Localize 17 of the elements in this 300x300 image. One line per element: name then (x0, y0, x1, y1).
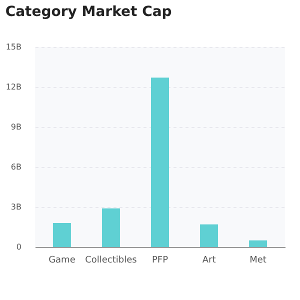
x-tick-label: Game (48, 256, 76, 266)
y-tick-label: 0 (16, 242, 22, 252)
x-tick-label: Met (250, 256, 267, 266)
bar (52, 223, 71, 247)
x-tick-label: Collectibles (85, 256, 138, 266)
y-tick-label: 15B (6, 42, 22, 52)
y-tick-label: 6B (10, 162, 22, 172)
y-tick-label: 12B (6, 82, 22, 92)
x-tick-label: Art (202, 256, 216, 266)
chart-title: Category Market Cap (5, 4, 172, 20)
bar (151, 78, 169, 247)
bar (249, 240, 268, 247)
y-tick-label: 3B (10, 202, 22, 212)
bar (200, 224, 218, 247)
bar (102, 208, 120, 247)
x-tick-label: PFP (152, 256, 169, 266)
y-tick-label: 9B (10, 122, 22, 132)
